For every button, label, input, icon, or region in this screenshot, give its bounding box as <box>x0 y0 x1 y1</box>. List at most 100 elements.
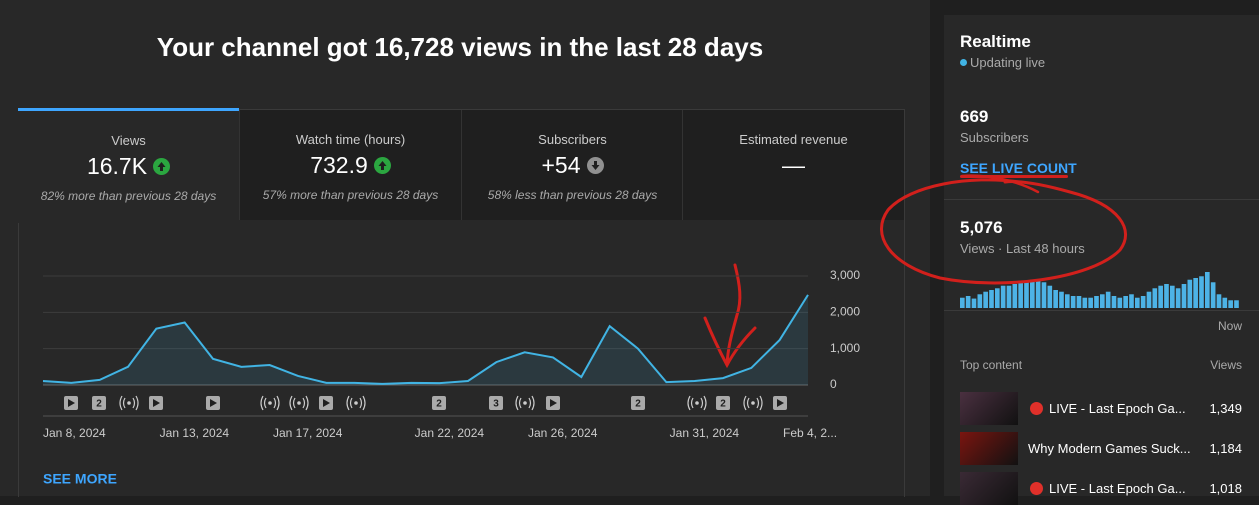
x-tick-label: Feb 4, 2... <box>783 426 837 440</box>
live-icon <box>515 395 535 411</box>
views-chart: 2 2 3 2 2 SEE MORE 0 1,000 2,000 3,000 Jan 8, 20… <box>42 263 860 487</box>
chart-frame <box>18 109 905 497</box>
metric-note: 58% less than previous 28 days <box>487 188 658 202</box>
bar <box>1135 297 1140 308</box>
video-title: LIVE - Last Epoch Ga... <box>1049 401 1186 416</box>
video-title: LIVE - Last Epoch Ga... <box>1049 481 1186 496</box>
bar <box>1140 296 1146 308</box>
live-icon <box>297 401 301 405</box>
metric-value: 16.7K <box>86 153 148 179</box>
bar <box>1105 291 1111 308</box>
metric-value: +54 <box>541 152 581 178</box>
x-tick-label: Jan 22, 2024 <box>415 426 485 440</box>
bar <box>1170 285 1175 308</box>
live-dot <box>1030 402 1043 415</box>
metric-value: — <box>782 152 805 178</box>
bar <box>1123 296 1128 308</box>
main-panel <box>0 0 930 496</box>
up-icon <box>373 157 391 174</box>
annotation-circle <box>880 174 1127 285</box>
top-content-label: Top content <box>960 358 1023 372</box>
badge-count: 2 <box>635 399 641 410</box>
realtime-status: Updating live <box>970 55 1046 70</box>
bar <box>1082 297 1088 308</box>
divider <box>944 199 1259 200</box>
see-more-link[interactable]: SEE MORE <box>43 471 117 487</box>
bar <box>971 298 977 308</box>
bar <box>960 297 965 308</box>
metric-tab[interactable]: Watch time (hours) 732.9 57% more than pre… <box>239 110 461 220</box>
bar <box>1175 288 1181 308</box>
x-tick-label: Jan 13, 2024 <box>160 426 230 440</box>
metric-tab[interactable]: Subscribers +54 58% less than previous 28 … <box>461 110 683 220</box>
bar <box>1076 296 1082 308</box>
realtime-title: Realtime <box>960 32 1031 51</box>
bar <box>995 288 1000 308</box>
metric-label: Watch time (hours) <box>295 132 406 147</box>
live-dot <box>1030 482 1043 495</box>
thumbnail <box>960 432 1018 465</box>
live-icon <box>346 395 366 411</box>
live-icon <box>289 395 309 411</box>
thumbnail <box>960 392 1018 425</box>
video-views: 1,018 <box>1209 481 1242 496</box>
metric-label: Estimated revenue <box>739 132 848 147</box>
metric-tab[interactable]: Views 16.7K 82% more than previous 28 days <box>18 108 239 223</box>
metric-note: 57% more than previous 28 days <box>262 188 439 202</box>
divider <box>944 310 1259 311</box>
live-count-link[interactable]: SEE LIVE COUNT <box>960 160 1077 176</box>
badge <box>432 396 446 410</box>
play-glyph <box>550 399 557 407</box>
line <box>42 294 809 385</box>
live-icon <box>354 401 358 405</box>
play-glyph <box>777 399 784 407</box>
x-tick-label: Jan 26, 2024 <box>528 426 598 440</box>
thumbnail <box>960 472 1018 505</box>
down-icon <box>586 157 604 174</box>
subscriber-count: 669 <box>960 107 989 126</box>
bar <box>1047 285 1053 308</box>
play-glyph <box>68 399 75 407</box>
bar <box>1164 284 1169 308</box>
event-icons: 2 2 3 2 2 <box>43 395 808 417</box>
x-tick-label: Jan 31, 2024 <box>670 426 740 440</box>
annotation-arrow <box>703 263 757 369</box>
play-glyph <box>210 399 217 407</box>
live-icon <box>523 401 527 405</box>
badge-count: 2 <box>720 399 726 410</box>
subscriber-label: Subscribers <box>960 130 1029 145</box>
bar <box>1094 296 1099 308</box>
bar <box>1012 284 1018 308</box>
bar <box>1193 278 1198 308</box>
bar <box>1100 294 1105 308</box>
bar <box>1216 294 1222 308</box>
metric-tab[interactable]: Estimated revenue — <box>682 110 904 220</box>
bar <box>1228 300 1233 308</box>
up-icon <box>153 158 171 175</box>
bar <box>1146 291 1152 308</box>
bar <box>1117 297 1123 308</box>
y-tick-label: 0 <box>830 377 837 391</box>
realtime-chart <box>960 272 1239 308</box>
bar <box>1210 282 1216 308</box>
bar <box>965 296 971 308</box>
video-title: Why Modern Games Suck... <box>1028 441 1191 456</box>
bar <box>983 291 988 308</box>
bar <box>1000 285 1006 308</box>
bar <box>1111 296 1117 308</box>
bar <box>1181 284 1187 308</box>
now-label: Now <box>1217 319 1242 333</box>
badge <box>631 396 645 410</box>
metric-note: 82% more than previous 28 days <box>40 189 217 203</box>
bar <box>1035 279 1041 308</box>
bar <box>1030 279 1035 308</box>
bar <box>989 290 994 308</box>
bar <box>1222 297 1228 308</box>
area <box>43 294 808 385</box>
bar <box>1205 272 1210 308</box>
bar <box>1053 290 1058 308</box>
views-count: 5,076 <box>960 218 1003 237</box>
views-header: Views <box>1210 358 1242 372</box>
bar <box>1187 279 1193 308</box>
video-views: 1,184 <box>1209 441 1242 456</box>
